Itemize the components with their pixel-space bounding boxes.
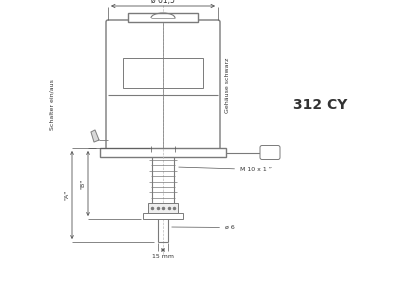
FancyBboxPatch shape bbox=[260, 146, 280, 160]
Bar bbox=[100, 148, 226, 157]
Bar bbox=[128, 13, 198, 22]
Text: Schalter ein/aus: Schalter ein/aus bbox=[50, 80, 54, 130]
Text: ø 6: ø 6 bbox=[172, 225, 235, 230]
Text: M 10 x 1 ”: M 10 x 1 ” bbox=[179, 167, 272, 172]
Text: "A": "A" bbox=[64, 190, 70, 200]
FancyBboxPatch shape bbox=[106, 20, 220, 150]
Text: Gehäuse schwarz: Gehäuse schwarz bbox=[225, 57, 230, 113]
Text: "B": "B" bbox=[80, 178, 86, 189]
Text: 15 mm: 15 mm bbox=[152, 254, 174, 259]
Polygon shape bbox=[91, 130, 99, 142]
Bar bbox=[148, 203, 178, 213]
Bar bbox=[143, 213, 183, 219]
Bar bbox=[123, 58, 203, 88]
Text: ø 61,5: ø 61,5 bbox=[151, 0, 175, 5]
Text: 312 CY: 312 CY bbox=[293, 98, 347, 112]
